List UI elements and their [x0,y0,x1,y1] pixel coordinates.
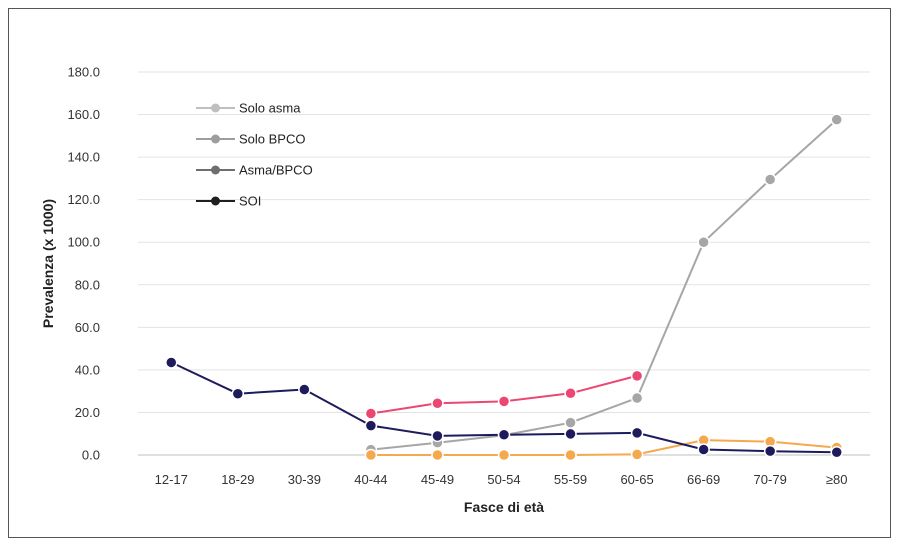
data-point [630,391,644,405]
data-point [697,235,710,249]
y-tick-label: 60.0 [75,320,100,335]
legend-entry: Solo asma [196,101,301,116]
x-axis-ticks: 12-17 18-29 30-39 40-44 45-49 50-54 55-59 60-65… [155,472,848,487]
y-tick-label: 20.0 [75,405,100,420]
series-asma-bpco [364,433,843,462]
legend-marker [211,103,220,113]
data-point [630,369,644,383]
series-group [165,113,843,462]
legend-marker [211,196,220,206]
legend-entry: Asma/BPCO [196,163,313,178]
x-tick-label: 12-17 [155,472,188,487]
x-tick-label: 40-44 [354,472,387,487]
legend-label: Asma/BPCO [239,163,313,178]
data-point [431,448,444,462]
data-point [364,419,378,432]
data-point [630,448,644,461]
data-point [431,397,444,410]
x-axis-title: Fasce di età [464,499,544,515]
data-point [165,356,178,369]
x-tick-label: 30-39 [288,472,321,487]
data-point [231,387,245,400]
data-point [364,407,378,420]
x-tick-label: 18-29 [221,472,254,487]
x-tick-label: ≥80 [826,472,848,487]
y-tick-label: 80.0 [75,277,100,292]
data-point [497,448,511,462]
data-point [298,383,311,396]
y-tick-label: 140.0 [67,150,100,165]
x-tick-label: 66-69 [687,472,720,487]
y-tick-label: 160.0 [67,107,100,122]
data-point [564,427,577,441]
y-tick-label: 100.0 [67,235,100,250]
data-point [763,444,777,458]
legend-marker [211,165,220,175]
data-point [564,416,577,429]
y-tick-label: 120.0 [67,192,100,207]
data-point [497,428,511,442]
x-tick-label: 55-59 [554,472,587,487]
y-tick-label: 0.0 [82,448,100,463]
data-point [364,448,378,462]
data-point [564,448,577,462]
x-tick-label: 70-79 [754,472,787,487]
legend-label: Solo BPCO [239,132,305,147]
data-point [564,387,577,400]
data-point [830,445,843,459]
data-point [431,429,444,443]
data-point [697,443,710,456]
x-tick-label: 60-65 [620,472,653,487]
series-line [370,374,638,415]
series-solo-asma [364,369,644,420]
data-point [497,395,511,408]
y-tick-label: 180.0 [67,65,100,80]
legend-label: SOI [239,194,261,209]
data-point [630,426,644,440]
legend-marker [211,134,220,144]
x-tick-label: 45-49 [421,472,454,487]
y-tick-label: 40.0 [75,362,100,377]
series-line [370,439,837,456]
legend-entry: Solo BPCO [196,132,305,147]
series-line [370,118,838,451]
legend-entry: SOI [196,194,261,209]
y-axis-title: Prevalenza (x 1000) [40,199,56,328]
data-point [763,173,777,186]
x-tick-label: 50-54 [487,472,520,487]
series-soi [165,356,843,459]
legend-label: Solo asma [239,101,301,116]
y-axis-ticks: 0.0 20.0 40.0 60.0 80.0 100.0 120.0 140.0 160.0 1… [67,65,100,463]
legend: Solo asma Solo BPCO Asma/BPCO SOI [196,101,313,209]
data-point [830,113,843,126]
